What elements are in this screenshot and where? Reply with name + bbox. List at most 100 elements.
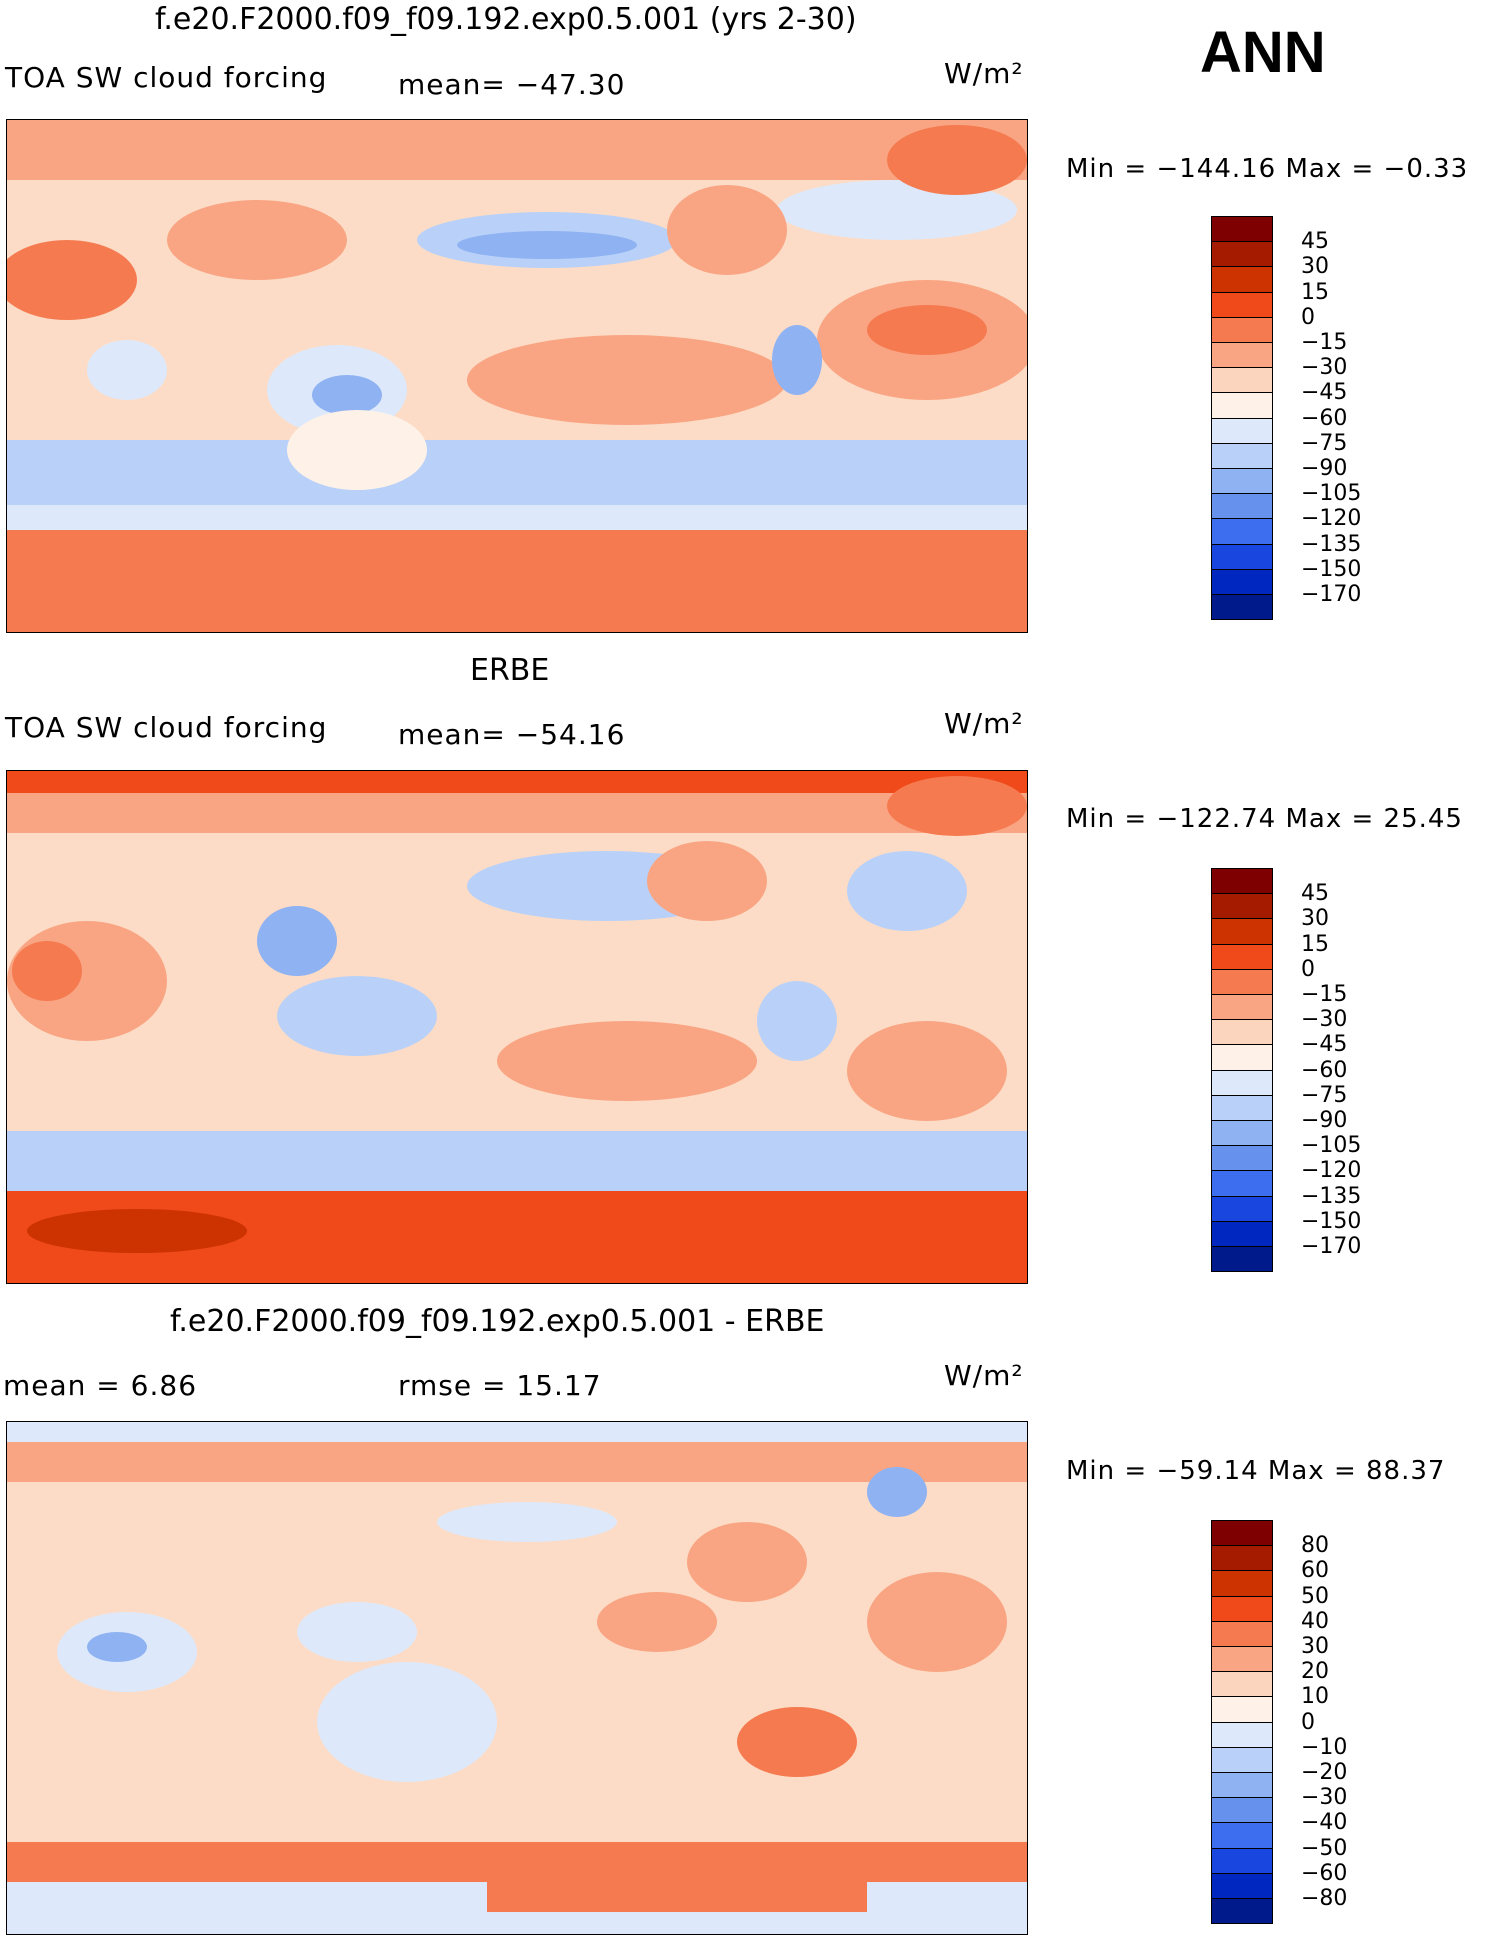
colorbar-swatch [1211, 543, 1273, 570]
colorbar-label: −40 [1301, 1810, 1348, 1836]
colorbar-swatch [1211, 1044, 1273, 1071]
colorbar-label: −60 [1301, 405, 1348, 431]
colorbar-swatch [1211, 1872, 1273, 1899]
colorbar-swatch [1211, 1120, 1273, 1147]
colorbar-label: 40 [1301, 1608, 1329, 1634]
colorbar-label: −30 [1301, 1007, 1348, 1033]
colorbar-swatch [1211, 291, 1273, 318]
colorbar-label: −170 [1301, 582, 1362, 607]
panel-1-variable: TOA SW cloud forcing [5, 61, 328, 94]
panel-1-title: f.e20.F2000.f09_f09.192.exp0.5.001 (yrs … [155, 2, 857, 37]
colorbar-label: −120 [1301, 506, 1362, 532]
colorbar-label: −150 [1301, 1208, 1362, 1234]
panel-3-map [6, 1421, 1028, 1935]
colorbar-label: −80 [1301, 1886, 1348, 1911]
panel-2-title: ERBE [470, 653, 550, 688]
colorbar-swatch [1211, 994, 1273, 1021]
colorbar-swatch [1211, 918, 1273, 945]
colorbar-swatch [1211, 868, 1273, 895]
colorbar-label: 15 [1301, 279, 1329, 305]
colorbar-swatch [1211, 342, 1273, 369]
colorbar-swatch [1211, 1898, 1273, 1925]
colorbar-label: −170 [1301, 1234, 1362, 1259]
colorbar-label: −45 [1301, 380, 1348, 406]
colorbar-label: −120 [1301, 1158, 1362, 1184]
colorbar-label: −135 [1301, 1183, 1362, 1209]
colorbar-swatch [1211, 968, 1273, 995]
colorbar-swatch [1211, 1847, 1273, 1874]
colorbar-label: 0 [1301, 1709, 1315, 1735]
panel-1-mean: mean= −47.30 [398, 68, 626, 101]
colorbar-swatch [1211, 1721, 1273, 1748]
colorbar-label: −45 [1301, 1032, 1348, 1058]
colorbar-swatch [1211, 1822, 1273, 1849]
colorbar-label: −105 [1301, 481, 1362, 507]
colorbar-swatch [1211, 392, 1273, 419]
colorbar-label: −75 [1301, 1082, 1348, 1108]
colorbar-swatch [1211, 1620, 1273, 1647]
colorbar-label: −30 [1301, 355, 1348, 381]
panel-1-map [6, 119, 1028, 633]
colorbar-swatch [1211, 1545, 1273, 1572]
colorbar-swatch [1211, 1145, 1273, 1172]
colorbar-label: −150 [1301, 556, 1362, 582]
colorbar-label: −15 [1301, 982, 1348, 1007]
panel-3-mean: mean = 6.86 [3, 1369, 198, 1402]
colorbar-swatch [1211, 594, 1273, 621]
colorbar-label: 45 [1301, 229, 1329, 255]
colorbar-label: 60 [1301, 1558, 1329, 1584]
panel-2-units: W/m² [944, 707, 1024, 740]
colorbar-swatch [1211, 1570, 1273, 1597]
colorbar-label: −90 [1301, 1108, 1348, 1133]
colorbar-swatch [1211, 493, 1273, 520]
panel-1-units: W/m² [944, 57, 1024, 90]
panel-3-title: f.e20.F2000.f09_f09.192.exp0.5.001 - ERB… [170, 1304, 825, 1339]
colorbar-label: 45 [1301, 881, 1329, 907]
colorbar-label: 80 [1301, 1533, 1329, 1559]
panel-2-variable: TOA SW cloud forcing [5, 711, 328, 744]
colorbar-swatch [1211, 417, 1273, 444]
colorbar-label: 30 [1301, 254, 1329, 280]
colorbar-label: 10 [1301, 1684, 1329, 1710]
panel-2-minmax: Min = −122.74 Max = 25.45 [1066, 804, 1463, 834]
colorbar-swatch [1211, 316, 1273, 343]
colorbar-label: 30 [1301, 906, 1329, 932]
colorbar-swatch [1211, 1019, 1273, 1046]
colorbar-swatch [1211, 1520, 1273, 1547]
colorbar-swatch [1211, 1671, 1273, 1698]
colorbar-swatch [1211, 241, 1273, 268]
colorbar-swatch [1211, 442, 1273, 469]
panel-2-mean: mean= −54.16 [398, 718, 626, 751]
colorbar-label: −10 [1301, 1734, 1348, 1760]
colorbar-swatch [1211, 1797, 1273, 1824]
colorbar-swatch [1211, 1246, 1273, 1273]
colorbar-swatch [1211, 1069, 1273, 1096]
colorbar-label: 15 [1301, 931, 1329, 957]
colorbar-label: −20 [1301, 1760, 1348, 1785]
colorbar-swatch [1211, 1772, 1273, 1799]
colorbar-swatch [1211, 893, 1273, 920]
panel-2-map [6, 770, 1028, 1284]
colorbar-swatch [1211, 1746, 1273, 1773]
colorbar-label: 0 [1301, 304, 1315, 330]
colorbar-swatch [1211, 367, 1273, 394]
colorbar-swatch [1211, 1195, 1273, 1222]
colorbar-swatch [1211, 1646, 1273, 1673]
colorbar-label: −50 [1301, 1835, 1348, 1861]
colorbar-label: −60 [1301, 1057, 1348, 1083]
colorbar-swatch [1211, 943, 1273, 970]
colorbar-label: −90 [1301, 456, 1348, 481]
panel-3-minmax: Min = −59.14 Max = 88.37 [1066, 1456, 1446, 1486]
colorbar-swatch [1211, 518, 1273, 545]
colorbar-label: 30 [1301, 1634, 1329, 1659]
colorbar-swatch [1211, 568, 1273, 595]
panel-1-minmax: Min = −144.16 Max = −0.33 [1066, 154, 1469, 184]
colorbar-swatch [1211, 1595, 1273, 1622]
colorbar-swatch [1211, 468, 1273, 495]
colorbar-swatch [1211, 1170, 1273, 1197]
colorbar-label: 20 [1301, 1659, 1329, 1685]
colorbar-swatch [1211, 266, 1273, 293]
colorbar-swatch [1211, 1220, 1273, 1247]
colorbar-swatch [1211, 1094, 1273, 1121]
season-label: ANN [1200, 20, 1326, 85]
